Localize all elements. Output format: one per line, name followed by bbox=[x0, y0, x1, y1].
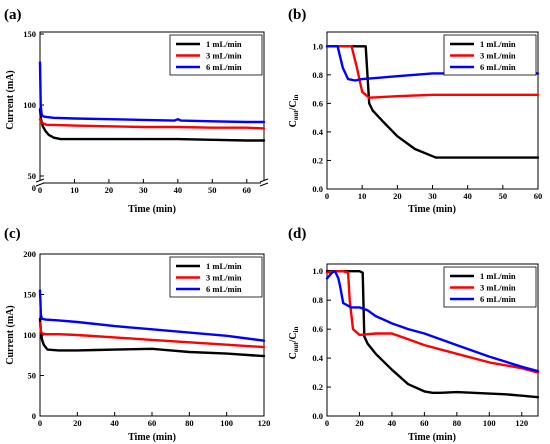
x-tick-label: 20 bbox=[393, 191, 402, 201]
legend-label: 3 mL/min bbox=[480, 283, 516, 293]
y-tick-label: 50 bbox=[28, 371, 37, 381]
x-tick-label: 100 bbox=[483, 418, 496, 428]
y-axis-break-gap bbox=[37, 180, 43, 186]
y-tick-label: 0.0 bbox=[312, 411, 323, 421]
y-tick-label: 100 bbox=[23, 330, 36, 340]
panel-c-letter: (c) bbox=[4, 226, 21, 242]
panel-d: (d) Time (min) Cout/Cin 0 20 40 60 80 100 120 0… bbox=[288, 226, 540, 443]
series-line-2 bbox=[38, 118, 266, 130]
plot-frame bbox=[326, 263, 539, 417]
legend-label: 6 mL/min bbox=[206, 284, 242, 294]
x-tick-label: 20 bbox=[355, 418, 364, 428]
legend-label: 3 mL/min bbox=[480, 51, 516, 61]
panel-c-x-title: Time (min) bbox=[128, 432, 176, 443]
x-tick-label: 60 bbox=[420, 418, 429, 428]
x-tick-label: 80 bbox=[185, 418, 194, 428]
panel-b-x-title: Time (min) bbox=[408, 204, 456, 215]
right-axis-break-gap bbox=[261, 180, 267, 186]
panel-d-x-title: Time (min) bbox=[408, 432, 456, 443]
y-tick-label: 200 bbox=[23, 249, 36, 259]
x-tick-label: 80 bbox=[453, 418, 462, 428]
x-tick-label: 30 bbox=[428, 191, 437, 201]
x-tick-label: 60 bbox=[243, 185, 252, 195]
y-tick-label: 0.8 bbox=[312, 295, 323, 305]
panel-a-y-title: Current (mA) bbox=[5, 70, 16, 130]
legend-label: 1 mL/min bbox=[206, 261, 242, 271]
x-tick-label: 10 bbox=[70, 185, 79, 195]
series-line-2 bbox=[38, 321, 266, 349]
series-line-2 bbox=[325, 270, 540, 374]
x-tick-label: 10 bbox=[358, 191, 367, 201]
x-tick-label: 120 bbox=[258, 418, 271, 428]
panel-a-letter: (a) bbox=[4, 7, 22, 23]
y-tick-label: 100 bbox=[23, 100, 36, 110]
series-line-3 bbox=[325, 270, 540, 373]
y-axis-break-mark bbox=[35, 178, 45, 187]
y-tick-label: 0 bbox=[32, 411, 36, 421]
x-tick-label: 40 bbox=[174, 185, 183, 195]
x-tick-label: 100 bbox=[220, 418, 233, 428]
x-tick-label: 0 bbox=[325, 418, 329, 428]
y-tick-label: 0.8 bbox=[312, 70, 323, 80]
x-tick-label: 40 bbox=[463, 191, 472, 201]
panel-c-y-title: Current (mA) bbox=[5, 305, 16, 365]
y-tick-label: 150 bbox=[23, 29, 36, 39]
y-tick-label: 0.2 bbox=[312, 155, 323, 165]
panel-c: (c) Time (min) Current (mA) 0 20 40 60 80 100… bbox=[4, 226, 270, 443]
y-tick-label: 150 bbox=[23, 290, 36, 300]
x-tick-label: 60 bbox=[148, 418, 157, 428]
panel-b-y-title: Cout/Cin bbox=[288, 94, 300, 127]
legend-label: 6 mL/min bbox=[480, 62, 516, 72]
panel-d-y-title: Cout/Cin bbox=[288, 326, 300, 359]
y-tick-label: 1.0 bbox=[312, 41, 323, 51]
panel-a: (a) Time (min) Current (mA) 0 10 20 30 40 50 6… bbox=[4, 7, 269, 215]
y-tick-label: 0.0 bbox=[312, 184, 323, 194]
panel-b: (b) Time (min) Cout/Cin 0 10 20 30 40 50 60 0.0… bbox=[288, 7, 542, 215]
x-tick-label: 0 bbox=[38, 418, 42, 428]
x-tick-label: 0 bbox=[325, 191, 329, 201]
series-line-1 bbox=[38, 108, 266, 142]
y-tick-label: 0 bbox=[32, 183, 36, 193]
series-line-1 bbox=[325, 45, 540, 159]
x-tick-label: 20 bbox=[73, 418, 82, 428]
legend-label: 3 mL/min bbox=[206, 273, 242, 283]
panel-a-x-title: Time (min) bbox=[128, 204, 176, 215]
legend-label: 6 mL/min bbox=[206, 62, 242, 72]
panel-b-letter: (b) bbox=[288, 7, 306, 23]
y-tick-label: 0.2 bbox=[312, 382, 323, 392]
series-line-2 bbox=[325, 45, 540, 99]
series-line-1 bbox=[325, 270, 540, 399]
x-tick-label: 50 bbox=[208, 185, 217, 195]
y-tick-label: 0.6 bbox=[312, 98, 323, 108]
legend-label: 1 mL/min bbox=[480, 271, 516, 281]
legend bbox=[443, 34, 537, 76]
series-line-1 bbox=[38, 317, 266, 358]
x-tick-label: 30 bbox=[139, 185, 148, 195]
y-tick-label: 0.4 bbox=[312, 353, 323, 363]
legend-label: 1 mL/min bbox=[206, 39, 242, 49]
legend-label: 3 mL/min bbox=[206, 51, 242, 61]
legend-label: 1 mL/min bbox=[480, 39, 516, 49]
x-tick-label: 40 bbox=[388, 418, 397, 428]
x-tick-label: 40 bbox=[110, 418, 119, 428]
y-tick-label: 0.4 bbox=[312, 127, 323, 137]
x-tick-label: 50 bbox=[499, 191, 508, 201]
x-tick-label: 20 bbox=[105, 185, 114, 195]
series-line-3 bbox=[38, 289, 266, 342]
legend-label: 6 mL/min bbox=[480, 294, 516, 304]
y-tick-label: 50 bbox=[28, 171, 37, 181]
right-axis-break-mark bbox=[259, 178, 269, 187]
panel-d-letter: (d) bbox=[288, 226, 306, 242]
y-tick-label: 0.6 bbox=[312, 324, 323, 334]
x-tick-label: 60 bbox=[534, 191, 543, 201]
x-tick-label: 120 bbox=[515, 418, 528, 428]
series-line-3 bbox=[38, 61, 266, 124]
y-tick-label: 1.0 bbox=[312, 266, 323, 276]
x-tick-label: 0 bbox=[38, 185, 42, 195]
